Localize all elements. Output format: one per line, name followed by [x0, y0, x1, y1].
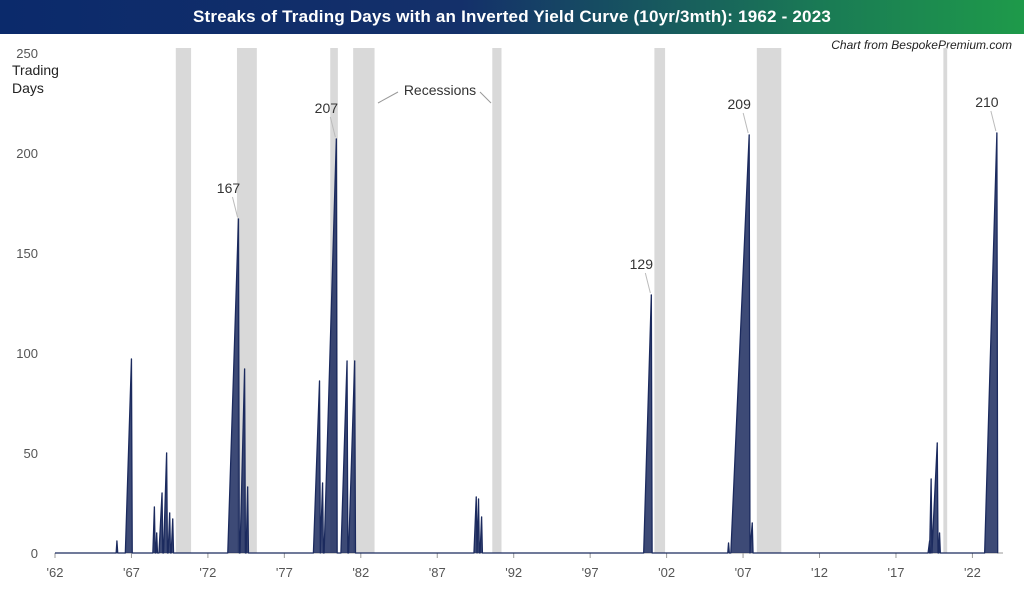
streak-peak-point [481, 516, 483, 518]
streak-peak-point [116, 540, 118, 542]
chart-title: Streaks of Trading Days with an Inverted… [192, 7, 832, 26]
recessions-leader-right [479, 91, 492, 104]
streak-peak-point [156, 532, 158, 534]
recession-band-0 [175, 48, 192, 553]
y-axis-ticks: 0 50 100 150 200 250 [16, 46, 38, 561]
streak-peak-point [153, 506, 155, 508]
x-tick-label: '87 [429, 565, 446, 580]
x-tick-label: '82 [352, 565, 369, 580]
x-axis: '62 '67 '72 '77 '82 '87 '92 '97 '02 '07 '12 '17 '22 [47, 552, 1003, 580]
annotations: 167 207 129 209 210 Recessions [217, 82, 999, 294]
y-tick-label: 0 [31, 546, 38, 561]
y-tick-label: 250 [16, 46, 38, 61]
streak-peak-point [237, 218, 240, 220]
streak-peak-point [166, 452, 168, 454]
x-tick-label: '92 [505, 565, 522, 580]
recession-band-3 [353, 48, 375, 553]
x-tick-label: '17 [887, 565, 904, 580]
streak-peak-point [161, 492, 163, 494]
peak-label: 167 [217, 180, 241, 196]
x-tick-label: '62 [47, 565, 64, 580]
y-tick-label: 50 [24, 446, 38, 461]
recession-band-6 [756, 48, 782, 553]
streak-peak-point [938, 532, 941, 534]
title-bar: Streaks of Trading Days with an Inverted… [0, 0, 1024, 34]
streak-peak-point [244, 368, 246, 370]
x-tick-label: '02 [658, 565, 675, 580]
x-tick-label: '67 [123, 565, 140, 580]
streak-peak-point [172, 518, 174, 520]
streak-series-line [55, 132, 999, 554]
x-tick-label: '72 [199, 565, 216, 580]
streak-peak-point [335, 138, 337, 140]
streak-peak-point [475, 496, 477, 498]
x-tick-label: '12 [811, 565, 828, 580]
peak-leader-line [644, 272, 651, 294]
streak-peak-point [751, 522, 753, 524]
peak-leader-line [231, 196, 238, 218]
streak-peak-point [130, 358, 133, 360]
x-tick-label: '22 [964, 565, 981, 580]
peak-label: 207 [315, 100, 339, 116]
streak-peak-point [748, 134, 750, 136]
streak-peak-point [247, 486, 249, 488]
streak-peak-point [346, 360, 348, 362]
peak-leader-line [329, 116, 336, 138]
streak-peak-point [321, 482, 324, 484]
streak-peak-point [929, 540, 931, 542]
recession-band-7 [943, 48, 948, 553]
streak-peak-point [727, 542, 730, 544]
peak-label: 209 [728, 96, 752, 112]
streak-peak-point [650, 294, 652, 296]
x-tick-label: '97 [582, 565, 599, 580]
recession-band-4 [492, 48, 502, 553]
peak-label: 129 [630, 256, 654, 272]
y-axis-label-line-2: Days [12, 80, 44, 96]
streak-peak-point [169, 512, 171, 514]
streak-peak-point [354, 360, 356, 362]
y-axis-label-line-1: Trading [12, 62, 59, 78]
streak-peak-point [996, 132, 998, 134]
streak-peak-point [477, 498, 480, 500]
recession-band-1 [236, 48, 257, 553]
series-streaks [55, 132, 999, 554]
chart-credit: Chart from BespokePremium.com [831, 38, 1012, 52]
streak-peak-point [930, 478, 932, 480]
x-tick-label: '07 [735, 565, 752, 580]
recessions-leader-left [377, 91, 399, 104]
recession-bands [175, 48, 948, 553]
streak-peak-point [936, 442, 938, 444]
y-tick-label: 200 [16, 146, 38, 161]
y-tick-label: 150 [16, 246, 38, 261]
peak-leader-line [742, 112, 749, 134]
streak-peak-point [318, 380, 321, 382]
x-tick-label: '77 [276, 565, 293, 580]
recession-band-5 [654, 48, 666, 553]
peak-leader-line [990, 110, 997, 132]
y-tick-label: 100 [16, 346, 38, 361]
peak-label: 210 [975, 94, 999, 110]
recessions-label: Recessions [404, 82, 476, 98]
